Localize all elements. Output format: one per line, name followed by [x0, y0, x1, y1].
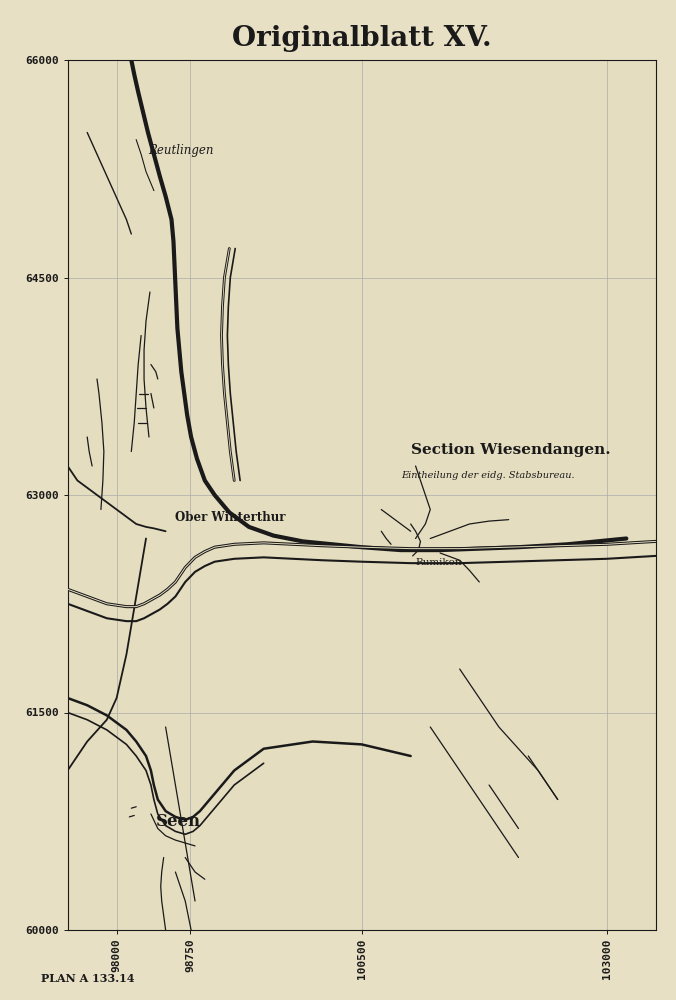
Text: Reutlingen: Reutlingen — [148, 144, 214, 157]
Text: Rumikon: Rumikon — [416, 558, 462, 567]
Title: Originalblatt XV.: Originalblatt XV. — [232, 25, 491, 52]
Text: Seen: Seen — [155, 813, 201, 830]
Text: PLAN A 133.14: PLAN A 133.14 — [41, 973, 134, 984]
Text: Eintheilung der eidg. Stabsbureau.: Eintheilung der eidg. Stabsbureau. — [401, 471, 575, 480]
Text: Section Wiesendangen.: Section Wiesendangen. — [411, 443, 610, 457]
Text: Ober Winterthur: Ober Winterthur — [175, 511, 286, 524]
